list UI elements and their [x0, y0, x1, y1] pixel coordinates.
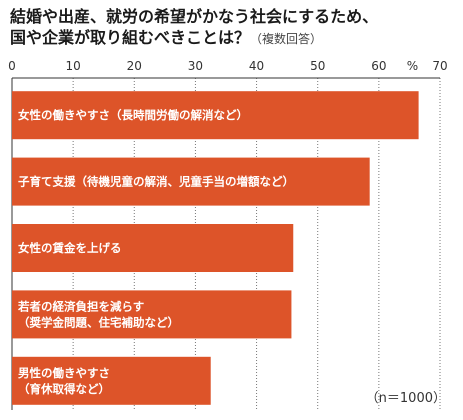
- bar-label: 女性の働きやすさ（長時間労働の解消など）: [18, 108, 248, 122]
- bar-label: 男性の働きやすさ: [18, 366, 110, 380]
- x-tick-label: 60: [371, 59, 386, 73]
- title-note: （複数回答）: [250, 32, 323, 46]
- sample-size-note: （n＝1000）: [366, 391, 446, 406]
- unit-label: %: [407, 59, 418, 73]
- bar-label: （奨学金問題、住宅補助など）: [18, 315, 179, 329]
- bar-label: 若者の経済負担を減らす: [18, 299, 144, 313]
- x-tick-label: 40: [249, 59, 264, 73]
- bar: [12, 157, 370, 206]
- chart-title: 結婚や出産、就労の希望がかなう社会にするため、 国や企業が取り組むべきことは？（…: [10, 6, 460, 50]
- bar: [12, 290, 292, 339]
- bar: [12, 91, 419, 140]
- title-line-2-text: 国や企業が取り組むべきことは？: [10, 28, 251, 47]
- bar-label: 子育て支援（待機児童の解消、児童手当の増額など）: [18, 175, 294, 189]
- x-tick-label: 0: [8, 59, 16, 73]
- title-line-2: 国や企業が取り組むべきことは？（複数回答）: [10, 27, 460, 50]
- x-tick-label: 30: [188, 59, 203, 73]
- title-line-1: 結婚や出産、就労の希望がかなう社会にするため、: [10, 7, 379, 26]
- x-tick-label: 20: [127, 59, 142, 73]
- bar-label: 女性の賃金を上げる: [18, 241, 122, 255]
- x-tick-label: 50: [310, 59, 325, 73]
- bar: [12, 356, 211, 405]
- x-tick-label: 10: [66, 59, 81, 73]
- bar-label: （育休取得など）: [18, 382, 110, 396]
- bar: [12, 224, 294, 272]
- x-tick-label: 70: [432, 59, 447, 73]
